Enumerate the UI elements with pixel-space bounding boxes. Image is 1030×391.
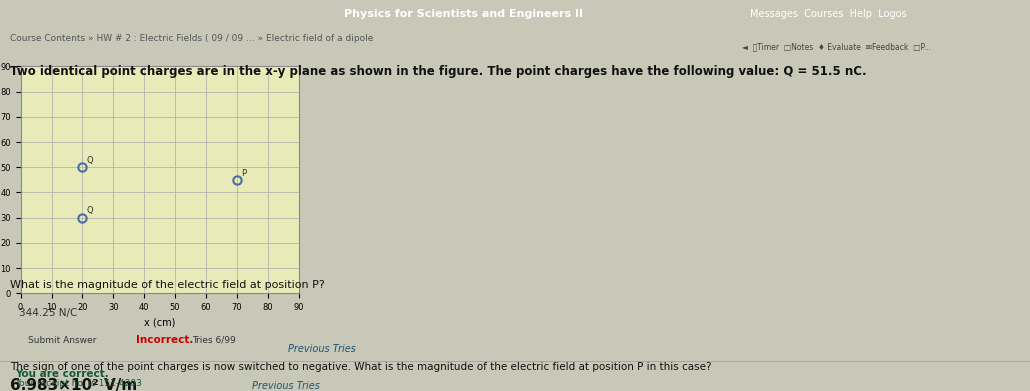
Text: Tries 6/99: Tries 6/99 [192,335,235,345]
Text: Previous Tries: Previous Tries [252,381,320,391]
Text: P: P [241,169,246,178]
Text: Previous Tries: Previous Tries [288,344,356,354]
Text: The sign of one of the point charges is now switched to negative. What is the ma: The sign of one of the point charges is … [10,362,712,372]
Text: Your receipt no. is 151-4203: Your receipt no. is 151-4203 [14,378,142,388]
Text: Submit Answer: Submit Answer [28,335,96,345]
Text: 344.25 N/C: 344.25 N/C [19,308,77,318]
Text: Q: Q [87,156,93,165]
Text: Messages  Courses  Help  Logos: Messages Courses Help Logos [750,9,906,19]
Text: You are correct.: You are correct. [14,369,108,379]
Text: 6.983×10² V/m: 6.983×10² V/m [10,378,138,391]
Text: Incorrect.: Incorrect. [136,335,194,345]
Text: What is the magnitude of the electric field at position P?: What is the magnitude of the electric fi… [10,280,325,290]
Text: Physics for Scientists and Engineers II: Physics for Scientists and Engineers II [344,9,583,19]
Text: Course Contents » HW # 2 : Electric Fields ( 09 / 09 ... » Electric field of a d: Course Contents » HW # 2 : Electric Fiel… [10,34,374,43]
Text: ◄  ⏱Timer  □Notes  ♦ Evaluate  ✉Feedback  □P...: ◄ ⏱Timer □Notes ♦ Evaluate ✉Feedback □P.… [742,42,930,51]
Text: Two identical point charges are in the x-y plane as shown in the figure. The poi: Two identical point charges are in the x… [10,65,867,78]
Text: Q: Q [87,206,93,215]
X-axis label: x (cm): x (cm) [144,317,175,328]
